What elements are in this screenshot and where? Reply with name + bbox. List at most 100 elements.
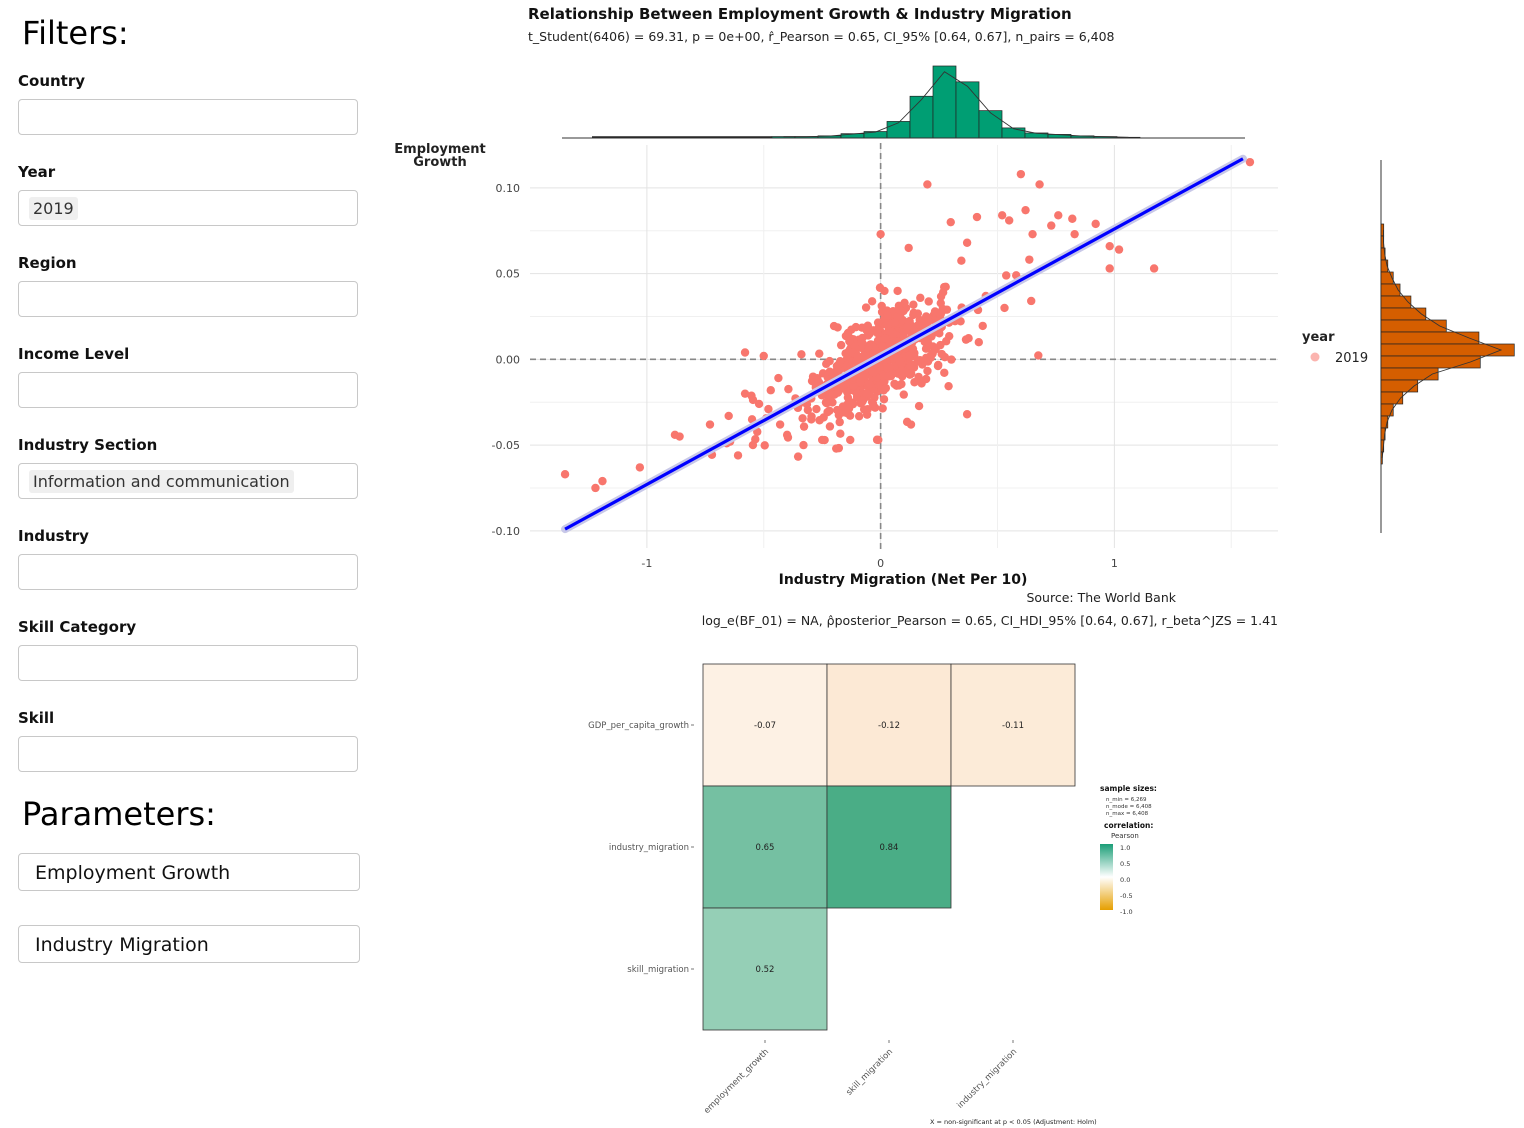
industry-section-label: Industry Section xyxy=(18,436,158,454)
top-hist-bar xyxy=(1001,127,1026,139)
data-point xyxy=(835,357,845,366)
right-hist-bar xyxy=(1380,283,1401,297)
data-point xyxy=(807,415,816,424)
skill-select[interactable] xyxy=(18,736,358,772)
data-point xyxy=(832,405,842,415)
y-tick-label: 0.10 xyxy=(496,182,521,195)
data-point xyxy=(857,335,866,344)
data-point xyxy=(740,389,750,398)
data-point xyxy=(910,378,919,387)
legend-tick-label: 1.0 xyxy=(1120,844,1130,852)
data-point xyxy=(846,435,855,445)
data-point xyxy=(945,331,954,341)
data-point xyxy=(822,359,831,369)
industry-select[interactable] xyxy=(18,554,358,590)
data-point xyxy=(904,243,913,253)
right-hist-bar xyxy=(1380,403,1394,417)
data-point xyxy=(760,441,769,450)
data-point xyxy=(740,348,750,357)
data-point xyxy=(814,378,824,387)
data-point xyxy=(946,217,955,227)
heatmap-cell-value: -0.11 xyxy=(1002,721,1024,731)
heatmap-cell xyxy=(826,785,952,909)
data-point xyxy=(936,298,945,308)
heatmap-cell xyxy=(702,663,828,787)
industry-section-selected-chip[interactable]: Information and communication xyxy=(29,470,294,493)
y-tick-label: -0.10 xyxy=(492,525,520,538)
data-point xyxy=(1091,219,1100,229)
data-point xyxy=(782,430,792,440)
right-hist-bar xyxy=(1380,379,1419,393)
source-caption: Source: The World Bank xyxy=(1026,590,1176,605)
data-point xyxy=(922,312,931,321)
top-hist-bar xyxy=(955,81,980,139)
data-point xyxy=(825,367,834,376)
heatmap-cell-value: 0.52 xyxy=(756,965,775,975)
data-point xyxy=(874,435,883,445)
data-point xyxy=(913,309,923,318)
data-point xyxy=(747,391,756,400)
data-point xyxy=(799,440,808,450)
data-point xyxy=(845,337,854,346)
data-point xyxy=(883,311,892,320)
right-hist-bar xyxy=(1380,307,1427,321)
skill-category-select[interactable] xyxy=(18,645,358,681)
data-point xyxy=(904,353,914,363)
region-label: Region xyxy=(18,254,77,272)
parameter-x-select[interactable]: Industry Migration xyxy=(18,925,360,963)
y-axis-label: Employment Growth xyxy=(394,142,485,170)
data-point xyxy=(890,379,899,389)
income-level-label: Income Level xyxy=(18,345,130,363)
data-point xyxy=(843,387,852,397)
income-level-select[interactable] xyxy=(18,372,358,408)
data-point xyxy=(847,325,856,334)
heatmap-row-label: skill_migration xyxy=(627,965,689,975)
heatmap-cell-value: -0.12 xyxy=(878,721,900,731)
industry-section-select[interactable]: Information and communication xyxy=(18,463,358,499)
top-density-curve xyxy=(783,71,1129,138)
heatmap-cell-value: -0.07 xyxy=(754,721,776,731)
data-point xyxy=(921,374,931,384)
heatmap-col-labels: employment_growth skill_migration industry… xyxy=(702,1040,1019,1116)
data-point xyxy=(724,411,733,421)
data-point xyxy=(793,452,803,461)
region-select[interactable] xyxy=(18,281,358,317)
data-point xyxy=(598,476,607,486)
data-point xyxy=(867,297,877,306)
plot-ticks: -0.10 -0.05 0.00 0.05 0.10 -1 0 1 xyxy=(492,182,1118,570)
legend-color-bar xyxy=(1100,844,1113,910)
data-point xyxy=(880,334,890,343)
legend-tick-label: 0.0 xyxy=(1120,876,1130,884)
data-point xyxy=(1149,264,1159,273)
scatter-chart: Relationship Between Employment Growth &… xyxy=(394,5,1515,628)
year-select[interactable]: 2019 xyxy=(18,190,358,226)
right-hist-bar xyxy=(1380,271,1394,285)
legend-tick-label: 0.5 xyxy=(1120,860,1130,868)
year-selected-chip[interactable]: 2019 xyxy=(29,197,78,220)
data-point xyxy=(1105,264,1114,273)
data-point xyxy=(705,420,715,429)
right-hist-bar xyxy=(1380,451,1383,465)
data-point xyxy=(775,420,785,429)
data-point xyxy=(940,352,950,362)
data-point xyxy=(856,376,865,386)
data-point xyxy=(1016,169,1026,179)
data-point xyxy=(675,432,684,441)
parameter-y-select[interactable]: Employment Growth xyxy=(18,853,360,891)
parameters-heading: Parameters: xyxy=(22,795,216,833)
data-point xyxy=(921,353,931,362)
top-hist-bar xyxy=(978,110,1003,139)
country-select[interactable] xyxy=(18,99,358,135)
data-point xyxy=(799,422,809,431)
data-point xyxy=(903,322,912,332)
data-point xyxy=(1068,214,1077,223)
data-point xyxy=(884,372,893,381)
heatmap-row-label: GDP_per_capita_growth xyxy=(588,721,689,731)
country-label: Country xyxy=(18,72,86,90)
data-point xyxy=(836,429,845,438)
data-point xyxy=(880,286,889,296)
data-point xyxy=(835,417,844,427)
heatmap-cell xyxy=(826,663,952,787)
data-point xyxy=(821,398,831,407)
legend-n-min: n_min = 6,269 xyxy=(1106,797,1147,803)
